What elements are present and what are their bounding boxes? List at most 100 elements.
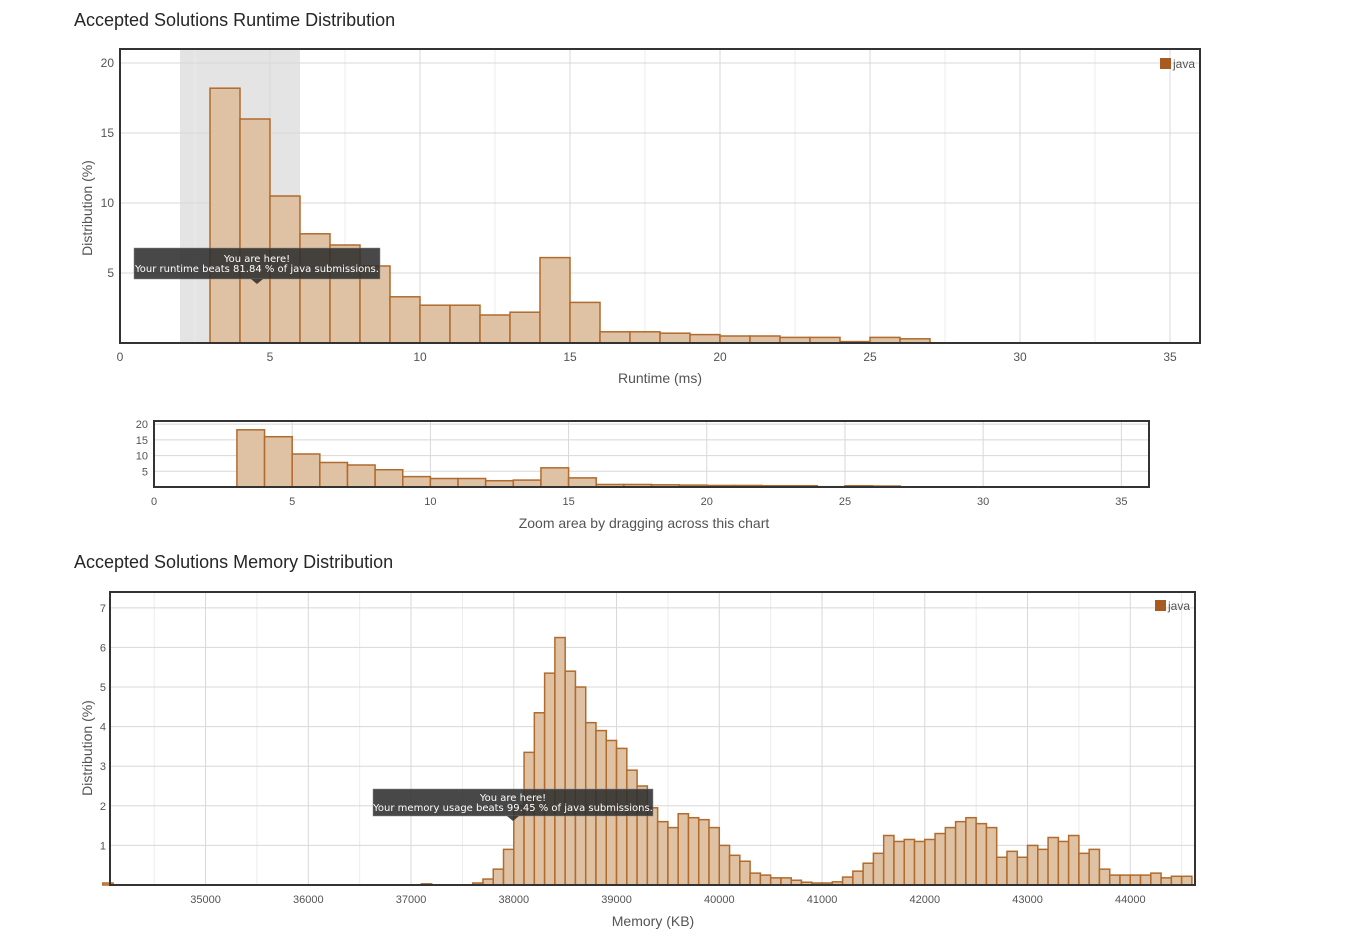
histogram-bar[interactable] <box>954 820 967 886</box>
histogram-bar[interactable] <box>1098 868 1111 886</box>
histogram-bar[interactable] <box>1057 840 1070 886</box>
histogram-bar[interactable] <box>523 751 536 886</box>
histogram-bar[interactable] <box>239 118 271 344</box>
histogram-bar[interactable] <box>1078 852 1090 886</box>
histogram-bar[interactable] <box>263 435 293 488</box>
histogram-bar[interactable] <box>540 467 570 488</box>
histogram-bar[interactable] <box>656 820 669 886</box>
histogram-bar[interactable] <box>687 816 700 886</box>
histogram-bar[interactable] <box>852 870 864 886</box>
histogram-bar[interactable] <box>1139 874 1152 886</box>
histogram-bar[interactable] <box>567 477 597 488</box>
histogram-bar[interactable] <box>944 826 957 886</box>
histogram-bar[interactable] <box>564 670 577 886</box>
histogram-bar[interactable] <box>574 686 587 886</box>
histogram-bar[interactable] <box>1037 848 1049 886</box>
histogram-bar[interactable] <box>1108 874 1121 886</box>
overview-plot-frame <box>153 420 1150 488</box>
histogram-bar[interactable] <box>1160 877 1173 886</box>
histogram-bar[interactable] <box>236 429 266 488</box>
histogram-bar[interactable] <box>1047 836 1060 886</box>
overview-x-ticks: 0 5 10 15 20 25 30 35 <box>151 496 1128 508</box>
histogram-bar[interactable] <box>739 860 751 886</box>
histogram-bar[interactable] <box>1150 872 1162 886</box>
histogram-bar[interactable] <box>749 335 781 344</box>
histogram-bar[interactable] <box>346 464 376 488</box>
histogram-bar[interactable] <box>667 826 679 886</box>
histogram-bar[interactable] <box>209 87 241 344</box>
histogram-bar[interactable] <box>402 475 432 488</box>
y-tick-label: 5 <box>107 266 114 280</box>
x-tick-label: 35 <box>1115 496 1127 508</box>
histogram-bar[interactable] <box>985 826 998 886</box>
histogram-bar[interactable] <box>893 840 905 886</box>
histogram-bar[interactable] <box>903 838 916 886</box>
histogram-bar[interactable] <box>569 301 601 344</box>
histogram-bar[interactable] <box>769 877 782 886</box>
histogram-bar[interactable] <box>718 844 731 886</box>
histogram-bar[interactable] <box>615 747 628 886</box>
histogram-bar[interactable] <box>646 807 659 886</box>
x-tick-label: 43000 <box>1012 894 1043 906</box>
histogram-bar[interactable] <box>374 468 404 488</box>
histogram-bar[interactable] <box>1067 834 1080 886</box>
histogram-bar[interactable] <box>479 314 511 344</box>
histogram-bar[interactable] <box>554 636 566 886</box>
histogram-bar[interactable] <box>995 856 1008 886</box>
runtime-legend-label: java <box>1172 57 1195 71</box>
histogram-bar[interactable] <box>1026 844 1039 886</box>
x-tick-label: 44000 <box>1115 894 1146 906</box>
x-tick-label: 0 <box>151 496 157 508</box>
histogram-bar[interactable] <box>1170 875 1183 886</box>
histogram-bar[interactable] <box>502 848 515 886</box>
histogram-bar[interactable] <box>457 477 487 488</box>
histogram-bar[interactable] <box>719 335 751 344</box>
histogram-bar[interactable] <box>419 304 451 344</box>
runtime-legend[interactable]: java <box>1160 57 1195 71</box>
x-tick-label: 20 <box>713 350 727 364</box>
histogram-bar[interactable] <box>708 826 721 886</box>
histogram-bar[interactable] <box>728 854 741 886</box>
histogram-bar[interactable] <box>599 331 631 344</box>
histogram-bar[interactable] <box>449 304 481 344</box>
histogram-bar[interactable] <box>509 311 541 344</box>
histogram-bar[interactable] <box>659 332 691 344</box>
histogram-bar[interactable] <box>1129 874 1142 886</box>
histogram-bar[interactable] <box>872 852 885 886</box>
histogram-bar[interactable] <box>862 862 875 886</box>
histogram-bar[interactable] <box>913 840 926 886</box>
histogram-bar[interactable] <box>677 812 690 886</box>
histogram-bar[interactable] <box>539 256 571 344</box>
memory-legend[interactable]: java <box>1155 599 1190 613</box>
histogram-bar[interactable] <box>1119 874 1132 886</box>
histogram-bar[interactable] <box>749 872 762 886</box>
memory-tooltip-line2: Your memory usage beats 99.45 % of java … <box>372 803 653 814</box>
histogram-bar[interactable] <box>543 672 556 886</box>
histogram-bar[interactable] <box>1088 848 1101 886</box>
histogram-bar[interactable] <box>841 876 854 886</box>
memory-chart[interactable]: 35000 36000 37000 38000 39000 40000 41000 42000… <box>79 591 1196 929</box>
runtime-chart[interactable]: 0 5 10 15 20 25 30 35 5 10 15 20 Runtime (ms) Dist… <box>79 48 1201 386</box>
histogram-bar[interactable] <box>1180 875 1193 886</box>
histogram-bar[interactable] <box>882 834 895 886</box>
histogram-bar[interactable] <box>759 874 772 886</box>
histogram-bar[interactable] <box>291 453 321 488</box>
histogram-bar[interactable] <box>975 822 988 886</box>
histogram-bar[interactable] <box>924 838 936 886</box>
histogram-bar[interactable] <box>629 331 661 344</box>
histogram-bar[interactable] <box>1006 850 1018 886</box>
histogram-bar[interactable] <box>492 868 505 886</box>
y-tick-label: 10 <box>101 196 115 210</box>
histogram-bar[interactable] <box>965 816 977 886</box>
histogram-bar[interactable] <box>780 877 792 886</box>
histogram-bar[interactable] <box>429 477 459 488</box>
overview-chart[interactable]: 0 5 10 15 20 25 30 35 5 10 15 20 Zoom area by drag… <box>136 419 1150 531</box>
histogram-bar[interactable] <box>1016 856 1029 886</box>
histogram-bar[interactable] <box>626 769 638 886</box>
histogram-bar[interactable] <box>697 818 710 886</box>
histogram-bar[interactable] <box>389 296 421 344</box>
histogram-bar[interactable] <box>689 333 721 344</box>
histogram-bar[interactable] <box>512 479 542 488</box>
histogram-bar[interactable] <box>319 461 349 488</box>
histogram-bar[interactable] <box>934 832 947 886</box>
